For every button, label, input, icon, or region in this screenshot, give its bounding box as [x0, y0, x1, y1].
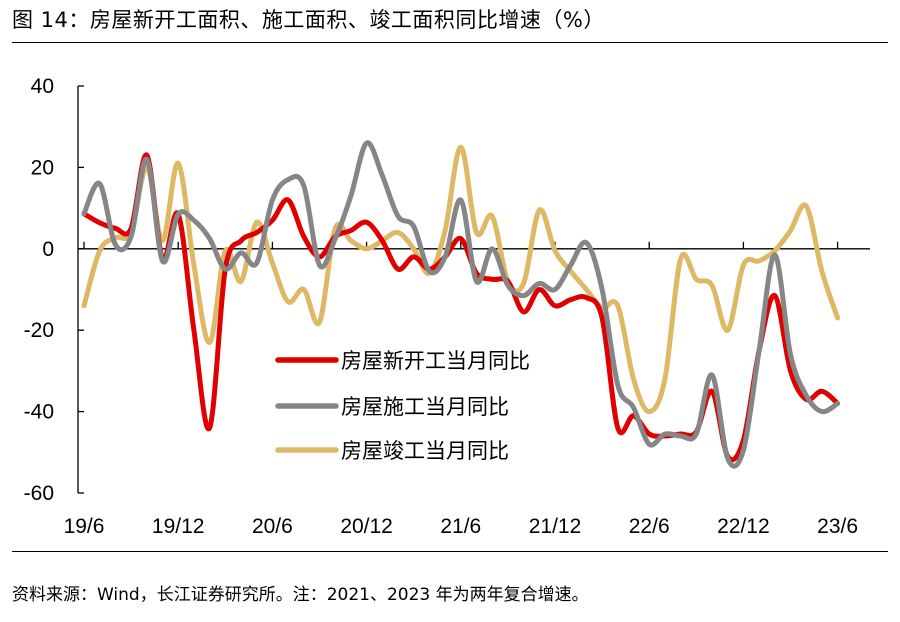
series-line-0 — [81, 152, 841, 463]
x-tick-label: 21/6 — [440, 515, 481, 538]
x-tick-label: 22/6 — [629, 515, 670, 538]
x-tick-label: 20/6 — [252, 515, 293, 538]
x-tick-label: 22/12 — [717, 515, 770, 538]
legend-label: 房屋竣工当月同比 — [341, 439, 509, 463]
x-tick-label: 19/12 — [152, 515, 205, 538]
legend-label: 房屋施工当月同比 — [341, 395, 509, 419]
y-tick-label: -40 — [24, 401, 54, 424]
chart-title: 图 14：房屋新开工面积、施工面积、竣工面积同比增速（%） — [12, 8, 605, 32]
title-rule — [12, 42, 888, 43]
legend-label: 房屋新开工当月同比 — [341, 349, 530, 373]
x-tick-label: 19/6 — [64, 515, 105, 538]
x-tick-label: 21/12 — [529, 515, 582, 538]
y-tick-label: -60 — [24, 482, 54, 505]
y-tick-label: 40 — [31, 75, 54, 98]
x-tick-label: 20/12 — [340, 515, 393, 538]
x-tick-label: 23/6 — [817, 515, 858, 538]
source-rule — [12, 551, 888, 552]
y-tick-label: -20 — [24, 319, 54, 342]
series-line-2 — [81, 144, 841, 415]
series-line-1 — [81, 140, 841, 469]
y-tick-label: 20 — [31, 156, 54, 179]
source-note: 资料来源：Wind，长江证券研究所。注：2021、2023 年为两年复合增速。 — [12, 585, 589, 605]
y-tick-label: 0 — [42, 238, 54, 261]
